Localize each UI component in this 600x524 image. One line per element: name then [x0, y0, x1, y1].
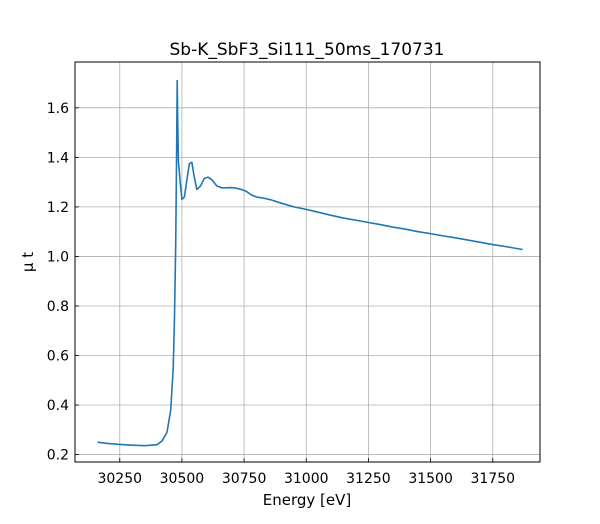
- y-tick-label: 1.0: [47, 249, 69, 265]
- x-tick-label: 31500: [408, 471, 453, 487]
- y-tick-label: 0.2: [47, 448, 69, 464]
- y-axis-label: μ t: [19, 252, 37, 272]
- x-tick-label: 30500: [160, 471, 205, 487]
- y-tick-label: 1.2: [47, 200, 69, 216]
- x-tick-label: 30250: [97, 471, 142, 487]
- series-line-0: [97, 79, 523, 447]
- x-axis-ticks: 30250 30500 30750 31000 31250 31500 31750: [97, 458, 515, 487]
- x-tick-label: 30750: [222, 471, 267, 487]
- x-axis-label: Energy [eV]: [263, 491, 351, 509]
- y-tick-label: 0.6: [47, 348, 69, 364]
- y-tick-label: 1.4: [47, 150, 69, 166]
- series-layer: [97, 79, 523, 447]
- y-tick-label: 0.8: [47, 299, 69, 315]
- y-axis-ticks: 0.2 0.4 0.6 0.8 1.0 1.2 1.4 1.6: [47, 101, 79, 464]
- x-tick-label: 31000: [284, 471, 329, 487]
- y-tick-label: 1.6: [47, 101, 69, 117]
- plot-frame: [74, 61, 541, 463]
- chart-title: Sb-K_SbF3_Si111_50ms_170731: [170, 40, 445, 60]
- y-tick-label: 0.4: [47, 398, 69, 414]
- grid-lines: [75, 62, 540, 462]
- x-tick-label: 31750: [470, 471, 515, 487]
- x-tick-label: 31250: [346, 471, 391, 487]
